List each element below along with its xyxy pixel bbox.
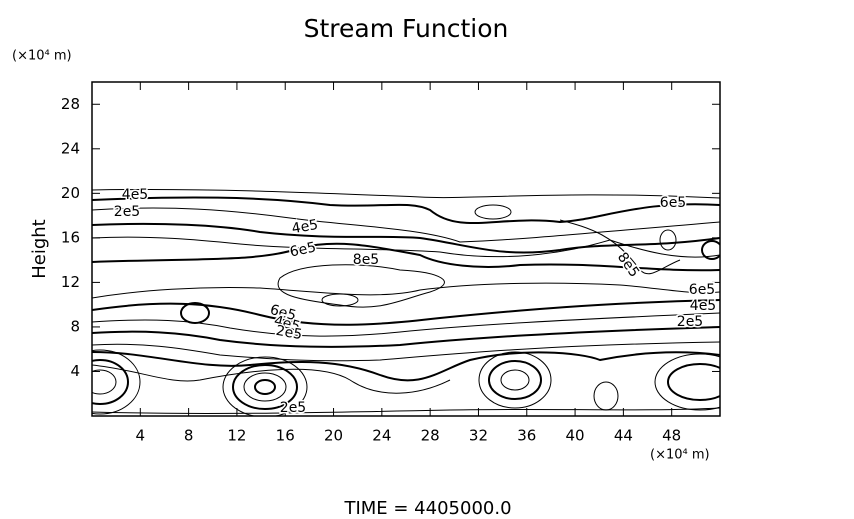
y-tick-label: 4 bbox=[70, 362, 80, 380]
x-tick-label: 20 bbox=[324, 427, 343, 445]
contour-label: 2e5 bbox=[677, 314, 703, 330]
y-tick-label: 28 bbox=[61, 95, 80, 113]
y-axis-label: Height bbox=[29, 219, 50, 279]
contour-label: 6e5 bbox=[288, 239, 317, 260]
plot-frame bbox=[91, 81, 721, 417]
contour-label: 4e5 bbox=[291, 217, 320, 237]
x-tick-label: 28 bbox=[421, 427, 440, 445]
x-tick-label: 12 bbox=[227, 427, 246, 445]
x-tick-label: 40 bbox=[566, 427, 585, 445]
y-tick-label: 20 bbox=[61, 184, 80, 202]
x-unit-label: (×10⁴ m) bbox=[650, 448, 710, 463]
y-tick-label: 8 bbox=[70, 317, 80, 335]
contour-label: 4e5 bbox=[690, 298, 716, 314]
footer: TIME = 4405000.0 bbox=[343, 498, 511, 519]
contours bbox=[92, 188, 720, 416]
chart-title: Stream Function bbox=[304, 14, 509, 43]
contour-label: 2e5 bbox=[275, 323, 304, 343]
contour-label: 2e5 bbox=[280, 400, 306, 416]
y-tick-label: 16 bbox=[61, 228, 80, 246]
x-tick-label: 4 bbox=[136, 427, 146, 445]
x-tick-label: 32 bbox=[469, 427, 488, 445]
y-tick-label: 12 bbox=[61, 273, 80, 291]
contour-label: 6e5 bbox=[689, 282, 715, 298]
x-tick-label: 36 bbox=[517, 427, 536, 445]
y-unit-label: (×10⁴ m) bbox=[12, 49, 72, 64]
x-tick-label: 24 bbox=[372, 427, 391, 445]
x-tick-label: 48 bbox=[662, 427, 681, 445]
contour-label: 8e5 bbox=[614, 250, 642, 281]
contour-label: 6e5 bbox=[660, 195, 686, 211]
contour-label: 4e5 bbox=[122, 187, 148, 203]
x-tick-label: 44 bbox=[614, 427, 633, 445]
x-tick-label: 8 bbox=[184, 427, 194, 445]
y-tick-label: 24 bbox=[61, 139, 80, 157]
x-tick-label: 16 bbox=[276, 427, 295, 445]
contour-label: 2e5 bbox=[114, 204, 140, 220]
contour-label: 8e5 bbox=[353, 252, 379, 268]
